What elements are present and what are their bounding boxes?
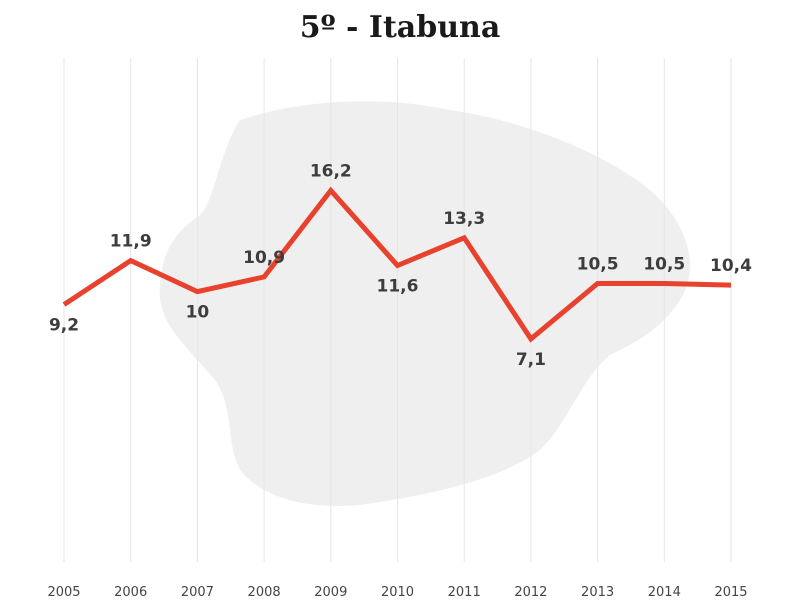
data-label: 10,4 bbox=[710, 256, 752, 276]
x-tick-label: 2011 bbox=[448, 585, 481, 600]
x-tick-label: 2005 bbox=[47, 585, 80, 600]
x-tick-label: 2008 bbox=[248, 585, 281, 600]
x-tick-label: 2007 bbox=[181, 585, 214, 600]
data-label: 16,2 bbox=[310, 162, 352, 182]
x-tick-label: 2012 bbox=[514, 585, 547, 600]
x-tick-label: 2014 bbox=[648, 585, 681, 600]
data-label: 9,2 bbox=[49, 316, 79, 336]
x-axis-ticks: 2005 2006 2007 2008 2009 2010 2011 2012 2013 2014… bbox=[47, 585, 747, 600]
series-line bbox=[62, 186, 732, 343]
data-label: 11,6 bbox=[377, 277, 419, 297]
data-labels: 9,2 11,9 10 10,9 16,2 11,6 13,3 7,1 10,5 10,5 10,4 bbox=[49, 162, 752, 370]
background-map-silhouette bbox=[159, 101, 690, 506]
data-label: 10,5 bbox=[577, 254, 619, 274]
data-label: 10 bbox=[186, 303, 210, 323]
data-label: 10,5 bbox=[643, 254, 685, 274]
x-tick-label: 2006 bbox=[114, 585, 147, 600]
series-layer bbox=[62, 186, 732, 343]
data-label: 13,3 bbox=[443, 209, 485, 229]
data-label: 10,9 bbox=[243, 248, 285, 268]
data-label: 11,9 bbox=[110, 232, 152, 252]
x-tick-label: 2009 bbox=[314, 585, 347, 600]
x-tick-label: 2015 bbox=[714, 585, 747, 600]
x-tick-label: 2013 bbox=[581, 585, 614, 600]
x-tick-label: 2010 bbox=[381, 585, 414, 600]
chart-title: 5º - Itabuna bbox=[299, 10, 501, 45]
data-label: 7,1 bbox=[516, 350, 546, 370]
grid-lines bbox=[63, 58, 732, 562]
